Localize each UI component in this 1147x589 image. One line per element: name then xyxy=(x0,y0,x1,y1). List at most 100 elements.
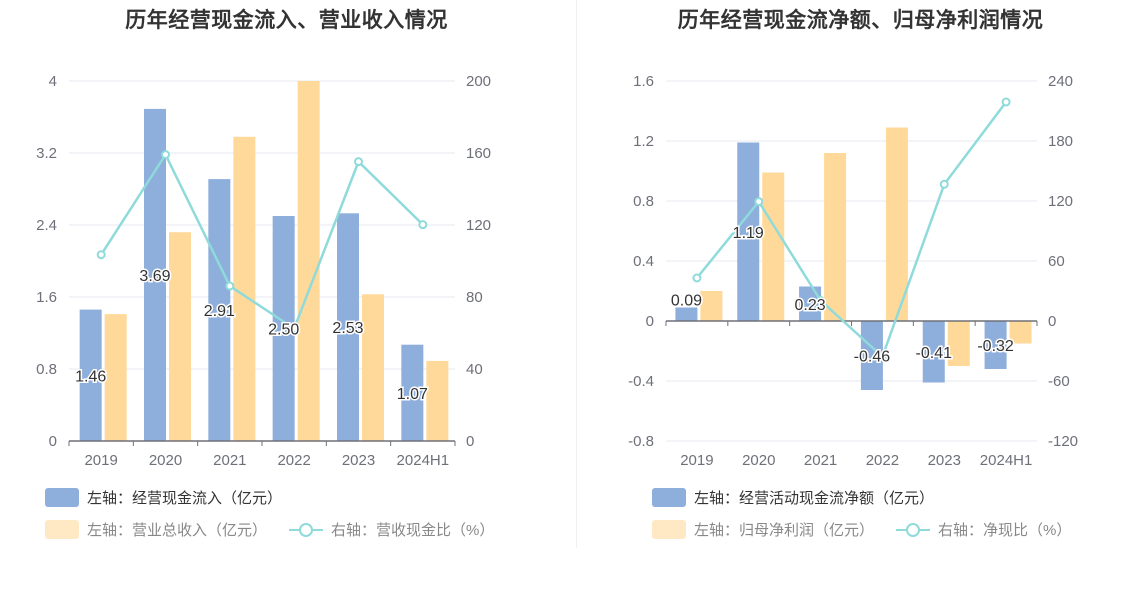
bar-blue xyxy=(922,321,945,383)
y-tick-label-left: 1.6 xyxy=(36,289,57,306)
bar-blue xyxy=(675,307,698,321)
y-tick-label-left: 1.2 xyxy=(633,133,654,150)
ratio-point xyxy=(225,281,235,291)
legend-swatch-orange xyxy=(652,520,686,539)
y-tick-label-left: 1.6 xyxy=(633,73,654,90)
x-tick-label: 2019 xyxy=(84,452,117,469)
legend-line-icon xyxy=(896,520,931,539)
ratio-line xyxy=(695,101,1008,359)
bar-orange xyxy=(233,136,256,442)
y-tick-label-right: 80 xyxy=(466,289,483,306)
ratio-point xyxy=(289,324,299,333)
y-tick-label-right: 240 xyxy=(1048,73,1073,90)
ratio-point xyxy=(939,179,949,189)
x-tick-label: 2023 xyxy=(342,452,375,469)
bar-orange xyxy=(104,314,127,441)
y-tick-label-left: 3.2 xyxy=(36,145,57,162)
legend-swatch-orange xyxy=(45,520,79,539)
bar-blue xyxy=(860,321,883,390)
right-chart-svg: -0.8 -0.4 0 0.4 0.8 1.2 1.6 -120 -60 0 60 120 180 240… xyxy=(628,73,1078,469)
bar-blue xyxy=(737,142,760,321)
bar-blue xyxy=(208,179,231,441)
legend-label: 左轴：经营现金流入（亿元） xyxy=(87,490,283,507)
bar-data-label: 1.46 xyxy=(75,368,106,385)
chart-title: 历年经营现金流净额、归母净利润情况 xyxy=(677,9,1044,32)
bar-data-label: 2.50 xyxy=(268,322,299,339)
bar-orange xyxy=(426,360,449,441)
bar-orange xyxy=(362,294,384,441)
bar-orange xyxy=(947,321,970,366)
y-tick-label-left: -0.8 xyxy=(628,433,654,450)
legend-label: 左轴：营业总收入（亿元） xyxy=(87,522,268,539)
x-tick-label: 2021 xyxy=(804,452,837,469)
ratio-point xyxy=(754,197,764,207)
ratio-line xyxy=(100,152,424,331)
x-tick-label: 2023 xyxy=(928,452,961,469)
bar-orange xyxy=(824,153,847,321)
y-tick-label-left: 0.8 xyxy=(36,361,57,378)
bar-blue xyxy=(984,321,1007,369)
bar-orange xyxy=(762,172,785,321)
legend-item-ratio[interactable]: 右轴：净现比（%） xyxy=(896,519,1071,540)
left-chart-panel: 历年经营现金流入、营业收入情况 0 0.8 1.6 2.4 3.2 4 0 40 80 120 16… xyxy=(0,0,573,589)
bar-data-label: -0.41 xyxy=(916,345,953,362)
x-tick-label: 2024H1 xyxy=(397,452,450,469)
bar-data-label: 3.69 xyxy=(139,268,170,285)
bar-blue xyxy=(337,213,359,441)
legend-swatch-blue xyxy=(45,488,79,507)
y-tick-label-right: -120 xyxy=(1048,433,1078,450)
legend-row-1: 左轴：经营活动现金流净额（亿元） xyxy=(652,487,956,508)
bar-data-label: 2.53 xyxy=(332,320,363,337)
ratio-point xyxy=(96,250,106,260)
legend-item-net-profit[interactable]: 左轴：归母净利润（亿元） xyxy=(652,519,874,540)
y-tick-label-right: 180 xyxy=(1048,133,1073,150)
y-tick-label-left: 2.4 xyxy=(36,217,57,234)
ratio-point xyxy=(877,352,887,362)
legend-item-revenue[interactable]: 左轴：营业总收入（亿元） xyxy=(45,519,267,540)
x-tick-label: 2020 xyxy=(149,452,182,469)
legend-label: 左轴：归母净利润（亿元） xyxy=(694,522,875,539)
y-tick-label-left: -0.4 xyxy=(628,373,654,390)
bar-orange xyxy=(885,127,908,321)
y-tick-label-right: 200 xyxy=(466,73,491,90)
right-chart-panel: 历年经营现金流净额、归母净利润情况 -0.8 -0.4 0 0.4 0.8 1.2 1.6-… xyxy=(574,0,1147,589)
y-tick-label-left: 4 xyxy=(49,73,57,90)
y-tick-label-right: 40 xyxy=(466,361,483,378)
bar-blue xyxy=(272,216,295,441)
ratio-point xyxy=(1001,97,1011,107)
bar-data-label: -0.46 xyxy=(854,349,891,366)
y-tick-label-right: 60 xyxy=(1048,253,1065,270)
bar-orange xyxy=(297,81,320,441)
bar-data-label: 0.09 xyxy=(671,293,702,310)
chart-title: 历年经营现金流入、营业收入情况 xyxy=(125,9,448,32)
ratio-point xyxy=(692,273,702,283)
bar-orange xyxy=(169,232,191,441)
legend-label: 左轴：经营活动现金流净额（亿元） xyxy=(694,490,935,507)
legend-item-ratio[interactable]: 右轴：营收现金比（%） xyxy=(289,519,494,540)
y-tick-label-right: 0 xyxy=(466,433,474,450)
ratio-point xyxy=(161,150,170,160)
legend-label: 右轴：营收现金比（%） xyxy=(331,522,495,539)
legend-item-cash-inflow[interactable]: 左轴：经营现金流入（亿元） xyxy=(45,487,282,508)
bar-blue xyxy=(799,286,822,321)
y-tick-label-left: 0.8 xyxy=(633,193,654,210)
y-tick-label-right: -60 xyxy=(1048,373,1070,390)
ratio-point xyxy=(816,296,826,305)
ratio-point xyxy=(354,157,363,167)
bar-orange xyxy=(700,291,723,321)
y-tick-label-right: 160 xyxy=(466,145,491,162)
bar-orange xyxy=(1009,321,1032,344)
x-tick-label: 2020 xyxy=(742,452,775,469)
y-tick-label-left: 0.4 xyxy=(633,253,654,270)
legend-item-net-cash-flow[interactable]: 左轴：经营活动现金流净额（亿元） xyxy=(652,487,934,508)
y-tick-label-left: 0 xyxy=(49,433,57,450)
legend-swatch-blue xyxy=(652,488,686,507)
y-tick-label-right: 120 xyxy=(466,217,491,234)
bar-blue xyxy=(144,108,166,442)
x-tick-label: 2022 xyxy=(866,452,899,469)
bar-blue xyxy=(79,309,102,441)
x-tick-label: 2021 xyxy=(213,452,246,469)
bar-data-label: 1.19 xyxy=(733,225,764,242)
bar-data-label: 0.23 xyxy=(795,297,826,314)
